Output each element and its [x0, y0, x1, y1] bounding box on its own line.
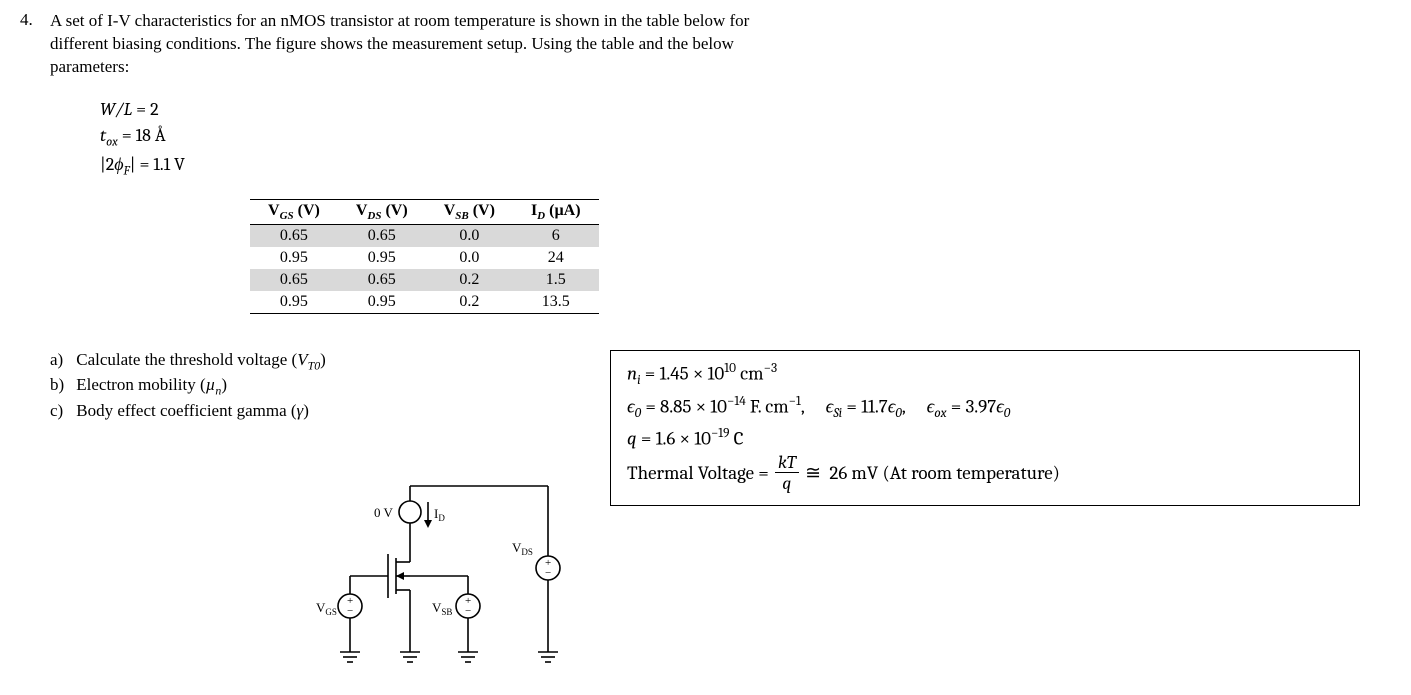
vds-minus: −: [545, 567, 551, 579]
vsb-minus: −: [465, 605, 471, 617]
cell-id: 6: [513, 224, 599, 247]
sq-a-label: a): [50, 350, 72, 370]
cell-vsb: 0.2: [426, 291, 513, 314]
circuit-diagram: +− +− +− 0 V ID VGS VSB VDS: [310, 480, 600, 685]
ov-label: 0 V: [374, 505, 394, 520]
vgs-label: VGS: [316, 600, 337, 617]
sq-b-sym: µ: [206, 375, 216, 394]
cell-vds: 0.95: [338, 291, 426, 314]
cell-vsb: 0.2: [426, 269, 513, 291]
cell-vds: 0.65: [338, 269, 426, 291]
col-id: ID (µA): [513, 199, 599, 224]
subquestion-b: b) Electron mobility (µn): [50, 375, 610, 398]
cell-vgs: 0.95: [250, 291, 338, 314]
table-body: 0.650.650.060.950.950.0240.650.650.21.50…: [250, 224, 599, 313]
param-phif: |2ϕF| = 1.1 V: [100, 152, 1391, 181]
cell-vgs: 0.95: [250, 247, 338, 269]
param-phif-sym: ϕ: [114, 154, 123, 175]
sq-c-text: Body effect coefficient gamma (: [76, 401, 296, 420]
sq-a-sub: T0: [308, 358, 321, 372]
table-row: 0.650.650.21.5: [250, 269, 599, 291]
table-row: 0.650.650.06: [250, 224, 599, 247]
sq-a-sym: V: [297, 350, 307, 369]
subquestion-a: a) Calculate the threshold voltage (VT0): [50, 350, 610, 373]
given-parameters: W/L = 2 tox = 18 Å |2ϕF| = 1.1 V: [100, 97, 1391, 181]
iv-characteristics-table: VGS (V) VDS (V) VSB (V) ID (µA) 0.650.65…: [250, 199, 599, 314]
vgs-minus: −: [347, 605, 353, 617]
prompt-line-3: parameters:: [50, 57, 129, 76]
sq-a-text: Calculate the threshold voltage (: [76, 350, 297, 369]
table-header-row: VGS (V) VDS (V) VSB (V) ID (µA): [250, 199, 599, 224]
id-label: ID: [434, 506, 445, 523]
cell-vgs: 0.65: [250, 224, 338, 247]
constants-box: ni = 1.45 × 1010 cm−3 ϵ0 = 8.85 × 10−14 …: [610, 350, 1360, 506]
prompt-line-2: different biasing conditions. The figure…: [50, 34, 734, 53]
constant-epsilon-row: ϵ0 = 8.85 × 10−14 F. cm−1, ϵSi = 11.7ϵ0,…: [627, 392, 1343, 425]
param-phif-pre: |2: [100, 154, 114, 175]
param-tox-sub: ox: [106, 136, 118, 150]
param-phif-value: 1.1 V: [153, 154, 184, 175]
param-phif-post: |: [130, 154, 136, 175]
cell-vgs: 0.65: [250, 269, 338, 291]
cell-vsb: 0.0: [426, 224, 513, 247]
col-vsb: VSB (V): [426, 199, 513, 224]
cell-id: 1.5: [513, 269, 599, 291]
param-wl: W/L = 2: [100, 97, 1391, 123]
sq-b-post: ): [221, 375, 227, 394]
sq-b-label: b): [50, 375, 72, 395]
cell-vds: 0.95: [338, 247, 426, 269]
param-tox: tox = 18 Å: [100, 123, 1391, 152]
col-vgs: VGS (V): [250, 199, 338, 224]
sq-b-text: Electron mobility (: [76, 375, 205, 394]
col-vds: VDS (V): [338, 199, 426, 224]
cell-id: 13.5: [513, 291, 599, 314]
cell-id: 24: [513, 247, 599, 269]
constant-thermal-voltage: Thermal Voltage = kTq ≅ 26 mV (At room t…: [627, 454, 1343, 495]
param-tox-value: 18 Å: [136, 125, 166, 146]
subquestion-c: c) Body effect coefficient gamma (γ): [50, 401, 610, 421]
sq-c-post: ): [303, 401, 309, 420]
vsb-label: VSB: [432, 600, 452, 617]
constant-q: q = 1.6 × 10−19 C: [627, 424, 1343, 454]
cell-vds: 0.65: [338, 224, 426, 247]
sq-c-label: c): [50, 401, 72, 421]
table-row: 0.950.950.024: [250, 247, 599, 269]
question-prompt: A set of I-V characteristics for an nMOS…: [50, 10, 1391, 79]
param-wl-label: W/L: [100, 99, 132, 120]
vds-label: VDS: [512, 540, 533, 557]
table-row: 0.950.950.213.5: [250, 291, 599, 314]
sq-a-post: ): [320, 350, 326, 369]
prompt-line-1: A set of I-V characteristics for an nMOS…: [50, 11, 749, 30]
param-wl-value: 2: [150, 99, 159, 120]
cell-vsb: 0.0: [426, 247, 513, 269]
question-number: 4.: [20, 10, 33, 30]
constant-ni: ni = 1.45 × 1010 cm−3: [627, 359, 1343, 392]
